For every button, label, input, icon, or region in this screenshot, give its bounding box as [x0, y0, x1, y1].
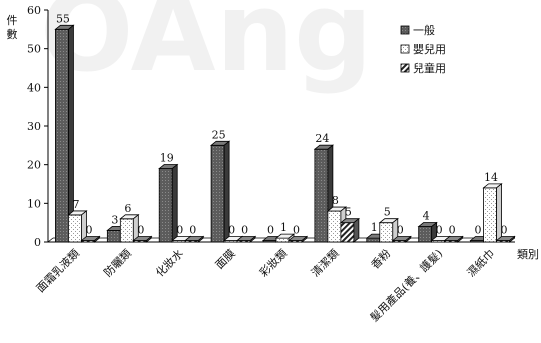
bar-side [94, 235, 100, 243]
data-label: 19 [160, 152, 174, 165]
legend-label: 嬰兒用 [413, 43, 446, 56]
bar [68, 214, 82, 243]
y-axis-title: 數 [7, 28, 18, 41]
legend-swatch [400, 25, 410, 35]
bar-side [301, 235, 308, 243]
data-label: 24 [315, 132, 329, 145]
y-tick-label: 40 [27, 81, 41, 94]
bar [366, 237, 381, 243]
bar-side [509, 235, 515, 243]
data-label: 0 [176, 224, 183, 237]
watermark: OAng [40, 0, 373, 96]
y-tick-label: 0 [34, 236, 41, 249]
bar-side [197, 235, 204, 243]
bar-side [145, 235, 152, 243]
bar [327, 210, 342, 243]
data-label: 25 [212, 128, 226, 141]
y-tick-label: 20 [27, 159, 41, 172]
data-label: 0 [241, 224, 248, 237]
y-tick-label: 50 [27, 43, 41, 56]
data-label: 0 [436, 224, 443, 237]
data-label: 5 [345, 206, 352, 219]
bar-side [249, 235, 256, 243]
data-label: 1 [371, 221, 378, 234]
bar [483, 187, 497, 243]
bar-side [457, 235, 464, 243]
data-label: 0 [475, 224, 482, 237]
data-label: 8 [332, 194, 339, 207]
y-tick-label: 60 [27, 4, 41, 17]
bar [119, 218, 134, 243]
category-label: 香粉 [369, 247, 394, 272]
bar [418, 226, 433, 243]
data-label: 0 [137, 224, 144, 237]
legend-swatch [400, 63, 410, 73]
y-tick-label: 30 [27, 120, 41, 133]
data-label: 0 [189, 224, 196, 237]
bar [55, 28, 69, 243]
bar [106, 229, 121, 243]
bar [314, 148, 329, 243]
x-axis-title: 類別 [517, 248, 539, 261]
category-label: 面霜乳液類 [33, 246, 82, 295]
y-tick-label: 10 [27, 197, 41, 210]
category-label: 彩妝類 [256, 246, 289, 279]
legend-label: 一般 [413, 24, 435, 37]
data-label: 4 [423, 210, 430, 223]
data-label: 3 [111, 213, 118, 226]
data-label: 0 [293, 224, 300, 237]
data-label: 7 [72, 198, 79, 211]
category-label: 化妝水 [153, 246, 186, 279]
data-label: 0 [267, 224, 274, 237]
bar [379, 222, 394, 243]
category-label: 清潔類 [308, 246, 341, 279]
data-label: 0 [85, 224, 92, 237]
data-label: 0 [501, 224, 508, 237]
data-label: 0 [228, 224, 235, 237]
bar-side [353, 217, 360, 243]
category-label: 面膜 [213, 247, 238, 272]
floor-edge [47, 237, 54, 243]
data-label: 6 [124, 202, 131, 215]
data-label: 14 [484, 171, 498, 184]
bar [158, 168, 173, 243]
bar [210, 144, 225, 243]
bar [275, 237, 290, 243]
data-label: 55 [56, 12, 70, 25]
legend-swatch [400, 44, 410, 54]
y-axis-title: 件 [7, 14, 18, 27]
legend-label: 兒童用 [413, 61, 446, 75]
bar-side [405, 235, 412, 243]
category-label: 防曬類 [101, 246, 134, 279]
data-label: 0 [397, 224, 404, 237]
bar [340, 222, 355, 243]
data-label: 0 [449, 224, 456, 237]
data-label: 1 [280, 221, 287, 234]
category-label: 濕紙巾 [464, 246, 497, 279]
data-label: 5 [384, 206, 391, 219]
